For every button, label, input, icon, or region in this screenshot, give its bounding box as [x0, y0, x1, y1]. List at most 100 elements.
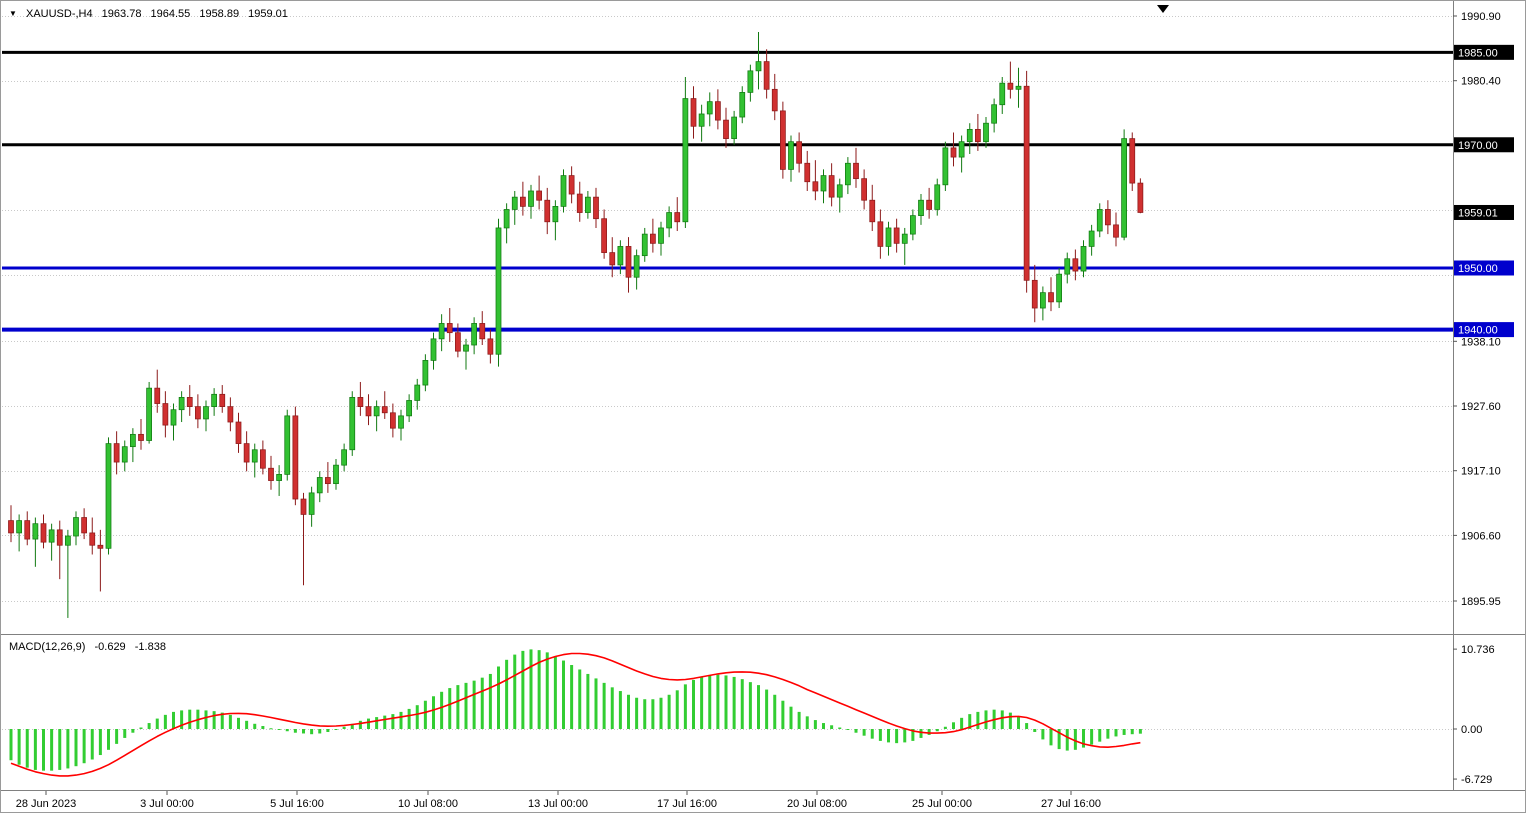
macd-histogram-bar [139, 727, 143, 729]
macd-histogram-bar [935, 729, 939, 732]
macd-histogram-bar [1138, 729, 1142, 734]
macd-histogram-bar [545, 652, 549, 729]
candle-bearish [1137, 182, 1144, 213]
macd-histogram-bar [472, 680, 476, 729]
candle-bearish [1113, 224, 1119, 238]
candle-bearish [771, 88, 778, 112]
candle-bullish [121, 446, 128, 463]
macd-histogram-bar [107, 729, 110, 750]
macd-histogram-bar [740, 679, 744, 729]
macd-histogram-bar [813, 720, 817, 729]
candle-bullish [430, 338, 437, 361]
candle-bearish [828, 175, 835, 198]
symbol-menu-icon[interactable]: ▼ [9, 9, 17, 18]
macd-histogram-bar [480, 677, 484, 729]
candle-bullish [16, 520, 22, 534]
candle-bullish [991, 104, 997, 124]
macd-histogram-bar [456, 685, 460, 729]
price-tag [1454, 204, 1514, 220]
time-axis-label[interactable]: 10 Jul 08:00 [398, 798, 458, 810]
macd-histogram-bar [1098, 729, 1102, 742]
macd-histogram-bar [683, 684, 687, 729]
candle-bearish [227, 406, 234, 423]
price-tag [1454, 322, 1514, 338]
macd-histogram-bar [66, 729, 70, 769]
macd-histogram-bar [529, 649, 533, 729]
macd-histogram-bar [651, 699, 655, 729]
macd-axis-label[interactable]: -6.729 [1461, 774, 1492, 786]
macd-axis-label[interactable]: 10.736 [1461, 644, 1495, 656]
candle-bearish [1105, 209, 1111, 226]
candle-bullish [211, 393, 217, 407]
macd-histogram-bar [155, 718, 159, 729]
macd-histogram-bar [448, 688, 452, 729]
candle-bullish [731, 116, 737, 139]
macd-histogram-bar [700, 676, 704, 729]
time-axis-label[interactable]: 25 Jul 00:00 [912, 798, 972, 810]
macd-histogram-bar [797, 711, 801, 729]
price-tag-label: 1985.00 [1458, 47, 1498, 59]
candle-bearish [625, 246, 632, 278]
candle-bearish [1072, 258, 1079, 272]
macd-histogram-bar [172, 711, 175, 729]
price-axis-label[interactable]: 1927.60 [1461, 401, 1501, 413]
candle-bullish [1015, 85, 1022, 90]
macd-indicator-label: MACD(12,26,9) [9, 641, 86, 653]
macd-histogram-bar [692, 679, 695, 729]
candle-bearish [650, 233, 656, 244]
candle-bearish [861, 178, 867, 201]
candle-bullish [308, 492, 315, 515]
macd-histogram-bar [204, 710, 208, 729]
candle-bearish [893, 227, 900, 244]
price-axis-label[interactable]: 1990.90 [1461, 11, 1501, 23]
macd-histogram-bar [553, 656, 557, 729]
candle-bearish [325, 477, 331, 485]
ohlc-open: 1963.78 [101, 8, 142, 20]
candle-bearish [869, 199, 876, 223]
macd-histogram-bar [610, 687, 614, 729]
macd-histogram-bar [1082, 729, 1085, 748]
ohlc-low: 1958.89 [199, 8, 240, 20]
macd-histogram-bar [716, 674, 720, 729]
price-axis-label[interactable]: 1906.60 [1461, 530, 1501, 542]
candle-bullish [48, 529, 55, 543]
time-axis-label[interactable]: 28 Jun 2023 [16, 798, 77, 810]
time-axis-label[interactable]: 3 Jul 00:00 [140, 798, 194, 810]
time-axis-label[interactable]: 5 Jul 16:00 [270, 798, 324, 810]
macd-title: MACD(12,26,9) -0.629 -1.838 [9, 641, 166, 654]
candle-bullish [966, 128, 973, 143]
macd-histogram-bar [773, 694, 777, 729]
macd-axis-label[interactable]: 0.00 [1461, 724, 1482, 736]
price-axis-label[interactable]: 1938.10 [1461, 336, 1501, 348]
candle-bearish [609, 252, 616, 266]
macd-signal-value: -1.838 [134, 641, 166, 653]
macd-histogram-bar [220, 712, 224, 729]
macd-histogram-bar [1130, 729, 1134, 735]
macd-histogram-bar [1073, 729, 1077, 750]
macd-histogram-bar [1025, 723, 1029, 729]
time-axis-label[interactable]: 13 Jul 00:00 [528, 798, 588, 810]
candle-bullish [682, 98, 689, 223]
time-axis-label[interactable]: 20 Jul 08:00 [787, 798, 847, 810]
time-axis-label[interactable]: 27 Jul 16:00 [1041, 798, 1101, 810]
price-axis-label[interactable]: 1980.40 [1461, 76, 1501, 88]
candle-bullish [341, 449, 347, 466]
macd-histogram-bar [464, 682, 468, 729]
candle-bearish [455, 332, 461, 352]
price-axis-label[interactable]: 1917.10 [1461, 466, 1501, 478]
macd-histogram-bar [724, 675, 728, 729]
candle-bearish [763, 61, 770, 90]
candle-bullish [65, 535, 71, 546]
price-axis-label[interactable]: 1895.95 [1461, 596, 1501, 608]
macd-histogram-bar [228, 714, 232, 729]
macd-histogram-bar [1049, 729, 1053, 746]
macd-histogram-bar [432, 696, 435, 729]
macd-histogram-bar [1057, 729, 1061, 750]
time-axis-label[interactable]: 17 Jul 16:00 [657, 798, 717, 810]
chart-shift-marker-icon[interactable] [1157, 5, 1169, 13]
price-tag-label: 1959.01 [1458, 207, 1498, 219]
candle-bearish [260, 449, 266, 469]
price-tag [1454, 260, 1514, 276]
